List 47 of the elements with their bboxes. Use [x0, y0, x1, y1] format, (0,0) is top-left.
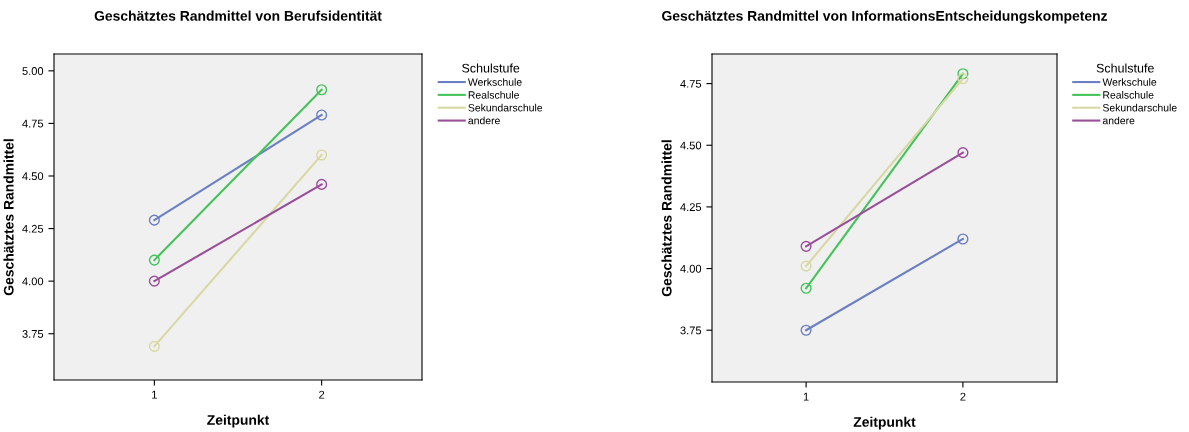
- point: [800, 324, 812, 336]
- legend-title: Schulstufe: [462, 63, 520, 73]
- y-tick-label: 4.25: [680, 203, 702, 212]
- point: [148, 275, 160, 287]
- point: [316, 109, 328, 121]
- y-tick-label: 4.75: [22, 119, 44, 128]
- y-tick-label: 4.75: [680, 79, 702, 88]
- y-tick-label: 3.75: [22, 330, 44, 338]
- y-tick-label: 4.00: [680, 264, 702, 273]
- point: [800, 260, 812, 272]
- point: [800, 240, 812, 252]
- point: [957, 233, 969, 245]
- point: [148, 214, 160, 226]
- y-tick-label: 5.00: [22, 67, 44, 75]
- x-axis-title: Zeitpunkt: [853, 416, 916, 430]
- y-tick-label: 4.00: [22, 277, 44, 286]
- point: [316, 149, 328, 161]
- point: [957, 73, 969, 85]
- point: [800, 282, 812, 294]
- legend-title: Schulstufe: [1096, 63, 1154, 73]
- chart-title: Geschätztes Randmittel von Berufsidentität: [94, 10, 382, 21]
- x-axis-title: Zeitpunkt: [207, 414, 270, 428]
- legend-label: Werkschule: [1102, 78, 1157, 86]
- point: [957, 68, 969, 80]
- x-tick-label: 1: [152, 390, 157, 399]
- y-axis-title: Geschätztes Randmittel: [3, 139, 14, 296]
- point: [316, 84, 328, 96]
- legend-label: andere: [1102, 116, 1135, 125]
- legend-label: Werkschule: [467, 78, 522, 86]
- y-tick-label: 4.25: [22, 224, 44, 233]
- x-tick-label: 2: [319, 390, 325, 399]
- point: [957, 147, 969, 159]
- y-tick-label: 4.50: [680, 141, 702, 150]
- legend-label: Sekundarschule: [1102, 103, 1177, 112]
- y-axis-title: Geschätztes Randmittel: [661, 140, 672, 297]
- y-tick-label: 3.75: [680, 326, 702, 335]
- point: [148, 254, 160, 266]
- point: [148, 340, 160, 352]
- legend-label: Sekundarschule: [468, 103, 543, 112]
- legend-label: Realschule: [1103, 90, 1154, 99]
- x-tick-label: 1: [803, 392, 809, 401]
- chart-title: Geschätztes Randmittel von InformationsEntscheidungskompetenz: [662, 10, 1108, 24]
- x-tick-label: 2: [960, 392, 966, 401]
- y-tick-label: 4.50: [22, 172, 44, 181]
- legend-label: andere: [468, 116, 500, 125]
- point: [316, 178, 328, 190]
- legend-label: Realschule: [468, 90, 519, 99]
